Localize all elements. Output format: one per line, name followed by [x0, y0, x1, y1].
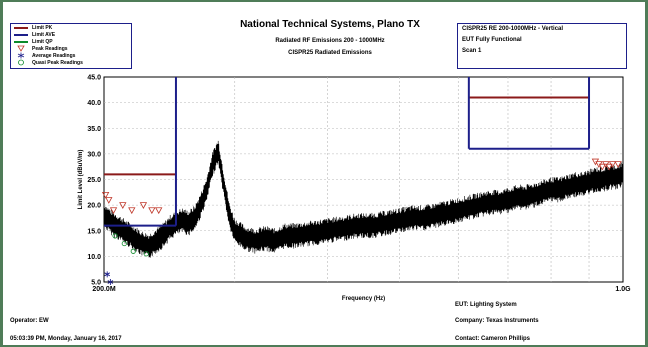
- title-block: National Technical Systems, Plano TX Rad…: [195, 19, 465, 56]
- y-tick-label: 5.0: [91, 280, 101, 287]
- frame-left: [0, 0, 3, 347]
- frame-top: [0, 0, 648, 2]
- marker-layer: [101, 158, 622, 285]
- y-tick-label: 40.0: [87, 100, 101, 107]
- y-tick-label: 35.0: [87, 126, 101, 133]
- emission-trace: [103, 140, 624, 258]
- y-axis-title: Limit Level (dBuV/m): [78, 150, 84, 210]
- limit-layer: [104, 77, 591, 227]
- peak-reading-marker: [109, 207, 118, 215]
- frame-bottom: [0, 345, 648, 347]
- legend-item-limit-pk: Limit PK: [11, 24, 131, 31]
- limit-qp-line-swatch: [14, 40, 28, 43]
- peak-reading-marker: [148, 207, 156, 215]
- y-tick-label: 10.0: [87, 254, 101, 261]
- operator-label: Operator: EW: [10, 318, 49, 324]
- chart-subtitle-2: CISPR25 Radiated Emissions: [288, 50, 372, 56]
- y-tick-label: 15.0: [87, 228, 101, 235]
- legend-label: Quasi Peak Readings: [32, 59, 83, 66]
- quasi-peak-reading-marker: [121, 240, 127, 247]
- star-marker-icon: [17, 52, 25, 59]
- y-tick-label: 25.0: [87, 177, 101, 184]
- legend: Limit PK Limit AVE Limit QP Peak Reading…: [10, 23, 132, 69]
- peak-reading-marker: [139, 202, 148, 209]
- legend-label: Peak Readings: [32, 45, 68, 52]
- y-tick-label: 30.0: [87, 151, 101, 158]
- triangle-marker-icon: [17, 45, 25, 52]
- peak-reading-marker: [155, 207, 163, 215]
- legend-label: Limit QP: [32, 38, 53, 45]
- legend-label: Limit PK: [32, 24, 53, 31]
- legend-item-peak-readings: Peak Readings: [11, 45, 131, 52]
- timestamp-label: 05:03:39 PM, Monday, January 16, 2017: [10, 336, 122, 342]
- limit-pk-line-swatch: [14, 26, 28, 29]
- peak-reading-marker: [101, 191, 110, 199]
- grid-layer: [103, 76, 624, 283]
- frame-right: [645, 0, 648, 347]
- peak-reading-marker: [614, 161, 622, 168]
- x-axis-title: Frequency (Hz): [342, 296, 385, 302]
- y-tick-label: 45.0: [87, 75, 101, 82]
- chart-subtitle: Radiated RF Emissions 200 - 1000MHz: [275, 38, 385, 44]
- limit-ave-line-swatch: [14, 33, 28, 36]
- peak-reading-marker: [605, 163, 613, 171]
- quasi-peak-reading-marker: [143, 251, 149, 257]
- axis-layer: 5.0 10.0 15.0 20.0 25.0 30.0 35.0 40.0 45.0 200.0…: [87, 75, 631, 294]
- x-tick-label: 200.0M: [92, 286, 116, 293]
- legend-label: Average Readings: [32, 52, 76, 59]
- peak-reading-marker: [128, 207, 136, 215]
- test-info-line-2: EUT Fully Functional: [462, 37, 522, 43]
- legend-label: Limit AVE: [32, 31, 56, 38]
- peak-reading-marker: [608, 161, 617, 168]
- peak-reading-marker: [105, 197, 113, 204]
- x-tick-label: 1.0G: [615, 286, 631, 293]
- legend-item-average-readings: Average Readings: [11, 52, 131, 59]
- quasi-peak-reading-marker: [112, 233, 118, 239]
- average-reading-marker: [104, 271, 111, 278]
- legend-item-limit-qp: Limit QP: [11, 38, 131, 45]
- chart-title: National Technical Systems, Plano TX: [240, 19, 420, 30]
- test-info-line-1: CISPR25 RE 200-1000MHz - Vertical: [462, 26, 564, 32]
- peak-reading-marker: [119, 202, 127, 209]
- peak-reading-marker: [598, 163, 607, 171]
- test-info-box: CISPR25 RE 200-1000MHz - Vertical EUT Fu…: [457, 23, 627, 69]
- eut-label: EUT: Lighting System: [455, 302, 517, 308]
- test-info-line-3: Scan 1: [462, 48, 482, 54]
- legend-item-quasi-peak-readings: Quasi Peak Readings: [11, 59, 131, 66]
- average-reading-marker: [107, 279, 114, 285]
- trace-layer: [103, 140, 624, 258]
- company-label: Company: Texas Instruments: [455, 318, 539, 324]
- y-tick-label: 20.0: [87, 203, 101, 210]
- circle-marker-icon: [18, 59, 24, 66]
- quasi-peak-reading-marker: [130, 248, 136, 254]
- legend-item-limit-ave: Limit AVE: [11, 31, 131, 38]
- contact-label: Contact: Cameron Phillips: [455, 336, 531, 342]
